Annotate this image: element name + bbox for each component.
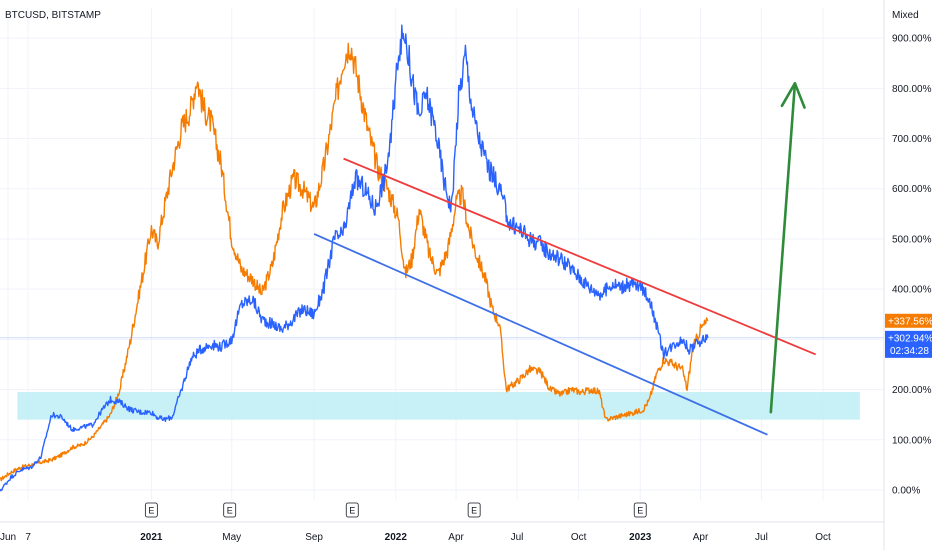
- y-tick-label: 500.00%: [892, 234, 932, 245]
- y-tick-label: 400.00%: [892, 285, 932, 296]
- y-tick-label: 700.00%: [892, 134, 932, 145]
- x-tick-label: 7: [25, 532, 31, 543]
- earnings-marker[interactable]: [633, 502, 647, 518]
- projection-arrow-head[interactable]: [780, 82, 806, 109]
- grid: [0, 8, 884, 500]
- y-tick-label: 200.00%: [892, 385, 932, 396]
- x-tick-label: Jul: [511, 532, 524, 543]
- earnings-marker-label: E: [637, 506, 643, 516]
- x-tick-label: 2022: [385, 532, 408, 543]
- orange-price-badge: [885, 313, 932, 328]
- x-tick-label: 2023: [629, 532, 652, 543]
- orange-price-badge-text: +337.56%: [888, 316, 932, 327]
- x-tick-label: Apr: [448, 532, 464, 543]
- x-tick-label: Apr: [693, 532, 709, 543]
- x-tick-label: Jul: [755, 532, 768, 543]
- series-layer: [0, 24, 709, 492]
- series-line[interactable]: [0, 24, 709, 492]
- earnings-marker[interactable]: [144, 502, 158, 518]
- x-tick-label: Oct: [815, 532, 831, 543]
- x-tick-label: Sep: [305, 532, 323, 543]
- earnings-marker-label: E: [227, 506, 233, 516]
- lower-trendline[interactable]: [313, 233, 768, 436]
- upper-trendline[interactable]: [343, 157, 817, 356]
- chart-title: BTCUSD, BITSTAMP: [5, 10, 101, 21]
- x-tick-label: May: [222, 532, 241, 543]
- earnings-marker-label: E: [349, 506, 355, 516]
- earnings-marker[interactable]: [345, 502, 359, 518]
- earnings-marker[interactable]: [223, 502, 237, 518]
- y-tick-label: 900.00%: [892, 34, 932, 45]
- drawing-layer: [313, 82, 817, 436]
- series-line[interactable]: [0, 42, 709, 482]
- y-tick-label: 100.00%: [892, 435, 932, 446]
- countdown-text: 02:34:28: [890, 346, 929, 357]
- support-zone[interactable]: [17, 392, 860, 420]
- y-tick-label: 600.00%: [892, 184, 932, 195]
- projection-arrow-shaft[interactable]: [769, 82, 797, 414]
- earnings-marker[interactable]: [467, 502, 481, 518]
- earnings-marker-label: E: [471, 506, 477, 516]
- earnings-marker-label: E: [148, 506, 154, 516]
- support-zone-layer: [17, 392, 860, 420]
- x-tick-label: Oct: [571, 532, 587, 543]
- blue-price-badge: [885, 330, 932, 358]
- y-tick-label: 0.00%: [892, 485, 920, 496]
- y-tick-label: 800.00%: [892, 84, 932, 95]
- scale-mode-label[interactable]: Mixed: [892, 10, 919, 21]
- x-tick-label: 2021: [140, 532, 163, 543]
- x-tick-label: Jun: [0, 532, 16, 543]
- blue-price-badge-text: +302.94%: [888, 333, 932, 344]
